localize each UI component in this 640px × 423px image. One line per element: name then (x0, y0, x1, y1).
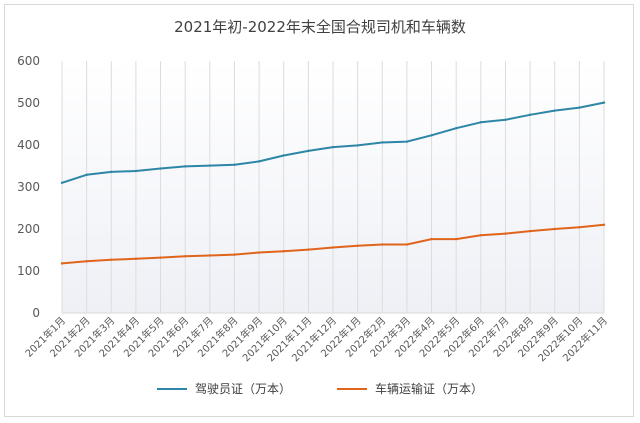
series-point-0 (257, 160, 261, 163)
y-tick-label: 500 (17, 96, 40, 110)
series-point-1 (528, 229, 532, 233)
series-point-0 (331, 145, 335, 149)
series-point-1 (578, 226, 581, 229)
series-point-1 (159, 256, 162, 259)
series-point-1 (504, 232, 507, 235)
legend-label-vehicles: 车辆运输证（万本） (375, 382, 484, 396)
series-point-0 (134, 169, 138, 173)
series-point-1 (208, 254, 212, 257)
series-point-1 (60, 262, 64, 265)
series-point-0 (430, 134, 433, 137)
series-point-0 (208, 164, 212, 167)
series-point-1 (479, 234, 483, 237)
series-point-1 (381, 243, 384, 246)
series-point-1 (356, 244, 359, 247)
y-tick-label: 600 (17, 54, 40, 68)
series-point-0 (602, 101, 606, 104)
y-tick-label: 300 (17, 180, 40, 194)
series-point-0 (454, 127, 458, 130)
series-point-1 (257, 251, 261, 254)
y-tick-label: 200 (17, 222, 40, 236)
series-point-1 (233, 253, 236, 256)
series-point-1 (307, 248, 310, 251)
series-point-0 (405, 140, 409, 143)
series-point-1 (110, 258, 113, 261)
legend: 驾驶员证（万本） 车辆运输证（万本） (0, 380, 640, 397)
y-tick-label: 0 (32, 306, 40, 320)
series-point-0 (233, 163, 236, 166)
series-point-1 (553, 227, 556, 231)
series-point-1 (134, 257, 138, 261)
series-point-0 (60, 181, 64, 184)
series-point-0 (85, 173, 88, 177)
legend-label-drivers: 驾驶员证（万本） (194, 382, 291, 396)
series-point-0 (528, 113, 532, 116)
series-point-1 (183, 255, 187, 258)
series-point-0 (159, 167, 162, 170)
series-point-0 (183, 165, 187, 168)
series-point-0 (307, 149, 310, 153)
series-point-1 (85, 260, 88, 263)
series-point-0 (578, 106, 581, 109)
series-point-0 (282, 154, 285, 157)
chart-title: 2021年初-2022年末全国合规司机和车辆数 (174, 18, 466, 36)
series-point-1 (405, 243, 409, 246)
series-point-1 (602, 223, 606, 226)
legend-swatch-vehicles (337, 387, 367, 390)
legend-item-vehicles[interactable]: 车辆运输证（万本） (337, 380, 483, 397)
series-point-1 (282, 250, 285, 253)
y-tick-label: 100 (17, 264, 40, 278)
series-point-1 (454, 237, 458, 241)
legend-swatch-drivers (156, 387, 187, 390)
series-point-0 (479, 121, 483, 124)
series-point-1 (331, 246, 335, 249)
series-point-0 (110, 170, 113, 174)
series-point-0 (381, 141, 384, 144)
y-tick-label: 400 (17, 138, 40, 152)
legend-item-drivers[interactable]: 驾驶员证（万本） (156, 380, 291, 397)
series-point-0 (356, 144, 359, 147)
series-point-0 (553, 109, 556, 112)
series-point-0 (504, 118, 507, 122)
series-point-1 (430, 237, 433, 241)
